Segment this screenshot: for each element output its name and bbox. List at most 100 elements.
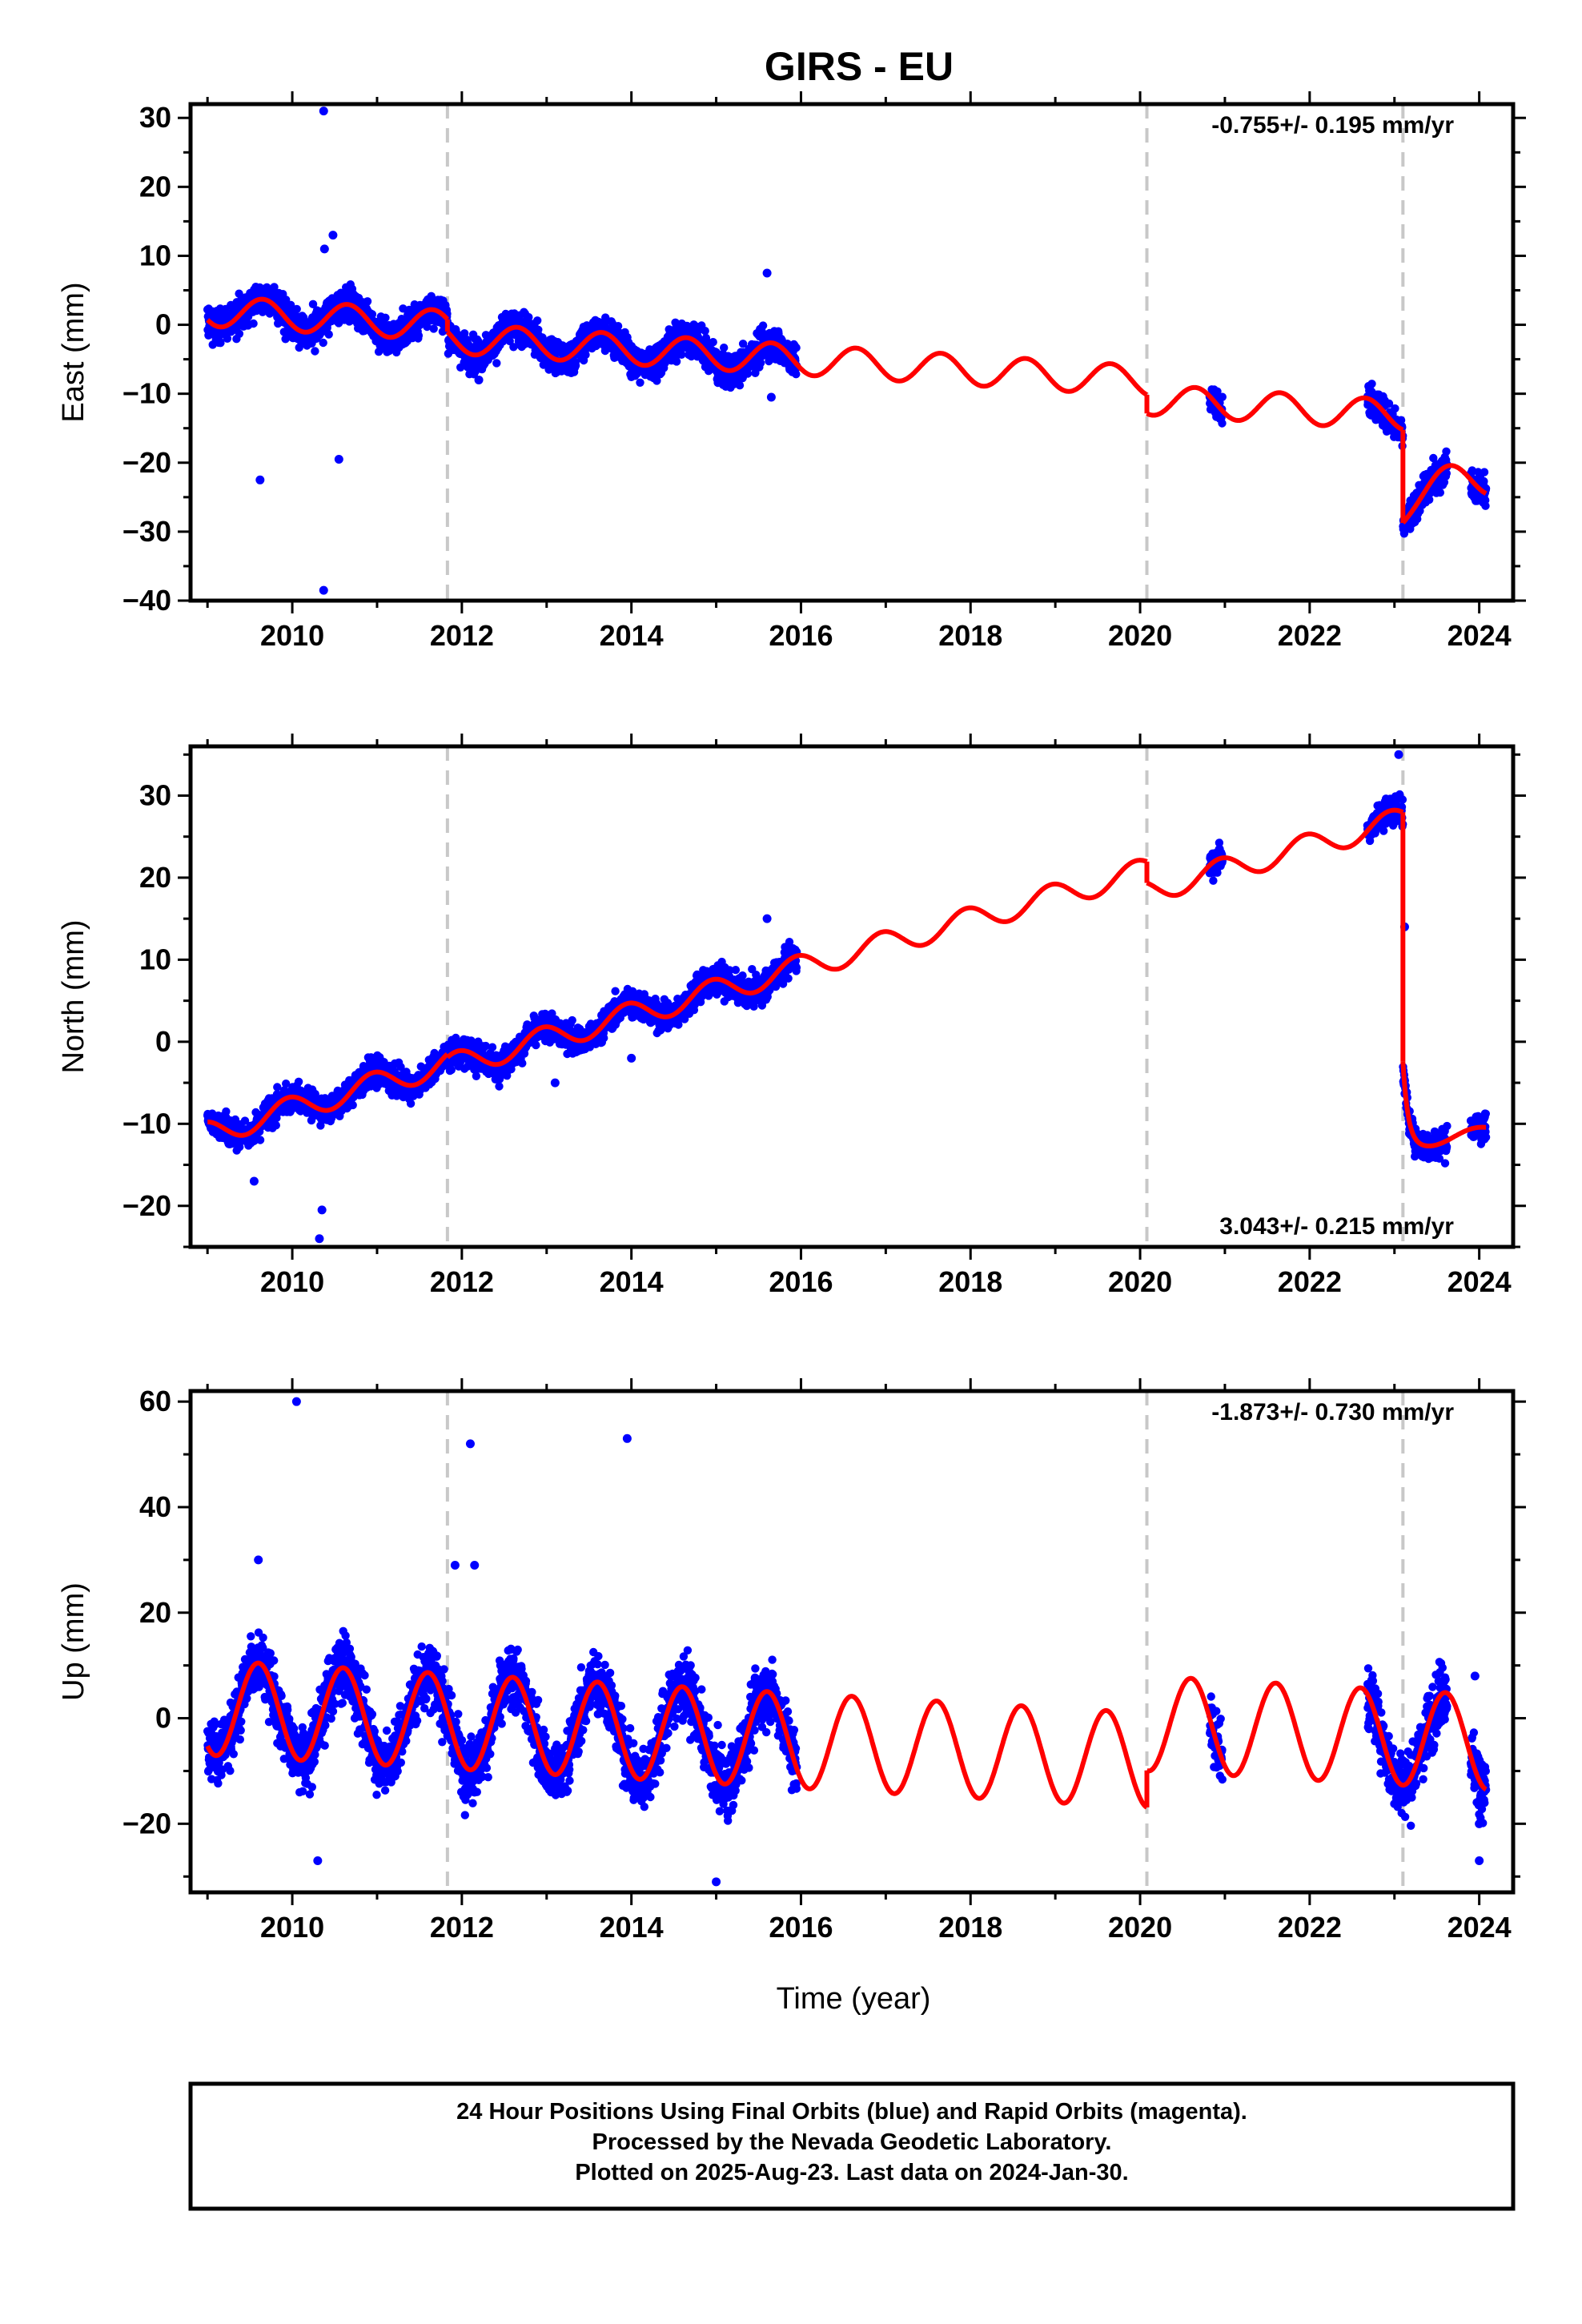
data-point (396, 1063, 405, 1072)
data-point (709, 338, 717, 347)
data-point (1442, 447, 1451, 456)
data-point (495, 1082, 504, 1091)
data-point (1435, 488, 1445, 497)
y-tick-label: 0 (155, 308, 171, 341)
data-point (472, 1072, 481, 1081)
plot-area (203, 746, 1491, 1247)
outlier-point (319, 107, 328, 116)
data-point (235, 329, 244, 338)
data-point (600, 1034, 608, 1043)
data-point (414, 331, 424, 340)
data-point (505, 336, 514, 346)
data-point (581, 350, 590, 360)
data-point (636, 378, 644, 387)
data-point (792, 370, 801, 379)
model-curve (445, 324, 1149, 397)
outlier-point (255, 475, 265, 485)
data-point (308, 300, 318, 308)
data-point (311, 1089, 319, 1099)
data-point (319, 338, 327, 348)
data-point (701, 327, 709, 336)
model-curve (1145, 384, 1405, 432)
data-point (270, 283, 279, 292)
x-tick-label: 2018 (938, 619, 1002, 652)
data-point (518, 1059, 527, 1068)
data-point (751, 368, 760, 377)
chart-title: GIRS - EU (765, 44, 954, 89)
data-point (756, 359, 765, 368)
x-tick-label: 2010 (260, 619, 324, 652)
data-point (1391, 404, 1399, 413)
data-point (294, 1077, 303, 1087)
data-point (348, 1100, 357, 1110)
data-point (758, 321, 768, 330)
data-point (324, 330, 333, 339)
data-point (613, 322, 623, 331)
north-panel: 2010 2012 2014 2016 2018 2020 2022 2024−20−1001… (57, 734, 1526, 1298)
y-axis-label: East (mm) (57, 282, 90, 422)
plot-frame (188, 102, 1516, 603)
data-point (532, 1040, 540, 1050)
data-point (311, 347, 319, 356)
data-point (222, 1107, 231, 1116)
data-point (1218, 392, 1227, 401)
data-point (240, 1116, 250, 1125)
data-point (481, 1041, 490, 1051)
outlier-point (474, 375, 484, 384)
data-point (792, 344, 801, 352)
data-point (255, 1136, 265, 1144)
data-point (548, 1009, 556, 1018)
model-curve (1400, 463, 1488, 525)
data-point (601, 313, 610, 322)
data-point (509, 343, 518, 352)
x-tick-label: 2012 (430, 619, 494, 652)
data-point (406, 1099, 416, 1108)
data-point (381, 313, 390, 322)
x-tick-label: 2020 (1108, 619, 1172, 652)
data-point (652, 376, 661, 385)
data-point (367, 310, 377, 319)
data-point (1429, 453, 1438, 463)
data-point (1480, 468, 1489, 476)
y-tick-label: 20 (139, 170, 171, 203)
outlier-point (319, 244, 329, 254)
outlier-point (319, 585, 328, 595)
data-point (249, 319, 258, 328)
x-tick-label: 2024 (1447, 619, 1512, 652)
data-point (611, 987, 620, 995)
data-point (677, 350, 686, 359)
y-tick-label: −40 (122, 584, 171, 617)
data-point (292, 304, 301, 314)
x-tick-label: 2016 (769, 619, 833, 652)
outlier-point (766, 392, 776, 402)
data-point (1384, 399, 1394, 408)
data-point (735, 381, 745, 390)
data-point (363, 297, 372, 306)
data-point (524, 312, 533, 322)
east-panel: 2010 2012 2014 2016 2018 2020 2022 2024−40−30−2… (57, 91, 1526, 652)
y-tick-label: 10 (139, 239, 171, 271)
data-point (672, 357, 681, 366)
y-tick-label: −30 (122, 515, 171, 548)
data-point (1213, 387, 1222, 396)
data-point (216, 339, 225, 348)
model-curve (206, 296, 450, 340)
y-tick-label: −20 (122, 446, 171, 479)
data-point (568, 1015, 576, 1025)
y-tick-label: −10 (122, 377, 171, 410)
data-point (533, 316, 542, 325)
data-point (488, 1043, 497, 1051)
data-point (223, 334, 232, 343)
data-point (282, 1080, 291, 1088)
outlier-point (762, 268, 772, 278)
data-point (271, 1121, 280, 1130)
data-point (1480, 476, 1488, 486)
data-point (1218, 419, 1227, 428)
data-point (429, 324, 438, 333)
x-tick-label: 2014 (600, 619, 664, 652)
plot-area (203, 104, 1491, 601)
data-point (447, 1065, 456, 1075)
outlier-point (328, 231, 338, 240)
outlier-point (334, 454, 343, 464)
data-point (1481, 501, 1490, 510)
